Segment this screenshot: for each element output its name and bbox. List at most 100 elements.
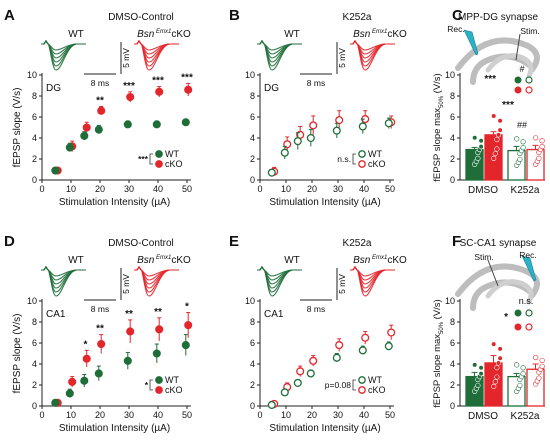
x-tick-label: 50 xyxy=(385,410,395,420)
data-point xyxy=(51,166,60,175)
individual-point xyxy=(491,341,497,347)
individual-point xyxy=(497,355,503,361)
panel-a-chart: 0 10 20 30 40 50 0 2 4 6 8 10 Stimulation Intensity … xyxy=(12,70,193,208)
x-tick-label: 40 xyxy=(153,184,163,194)
legend-label-wt: WT xyxy=(368,375,382,385)
individual-point xyxy=(517,382,523,389)
legend-bracket xyxy=(352,153,356,165)
x-tick-label: 0 xyxy=(257,410,262,420)
trace-label-cko: Bsn Emx1cKO xyxy=(137,255,191,266)
x-axis-label: Stimulation Intensity (µA) xyxy=(59,423,170,434)
individual-point xyxy=(514,362,520,368)
x-tick-label: 20 xyxy=(307,410,317,420)
wt-trace xyxy=(41,266,86,297)
trace-label-wt: WT xyxy=(284,29,300,40)
x-tick-label: 30 xyxy=(333,184,343,194)
data-point xyxy=(384,119,393,128)
panel-label-d: D xyxy=(4,233,15,250)
legend-significance: n.s. xyxy=(337,154,351,164)
individual-point xyxy=(494,146,500,152)
data-point xyxy=(335,341,344,350)
legend-marker-cko xyxy=(155,160,163,168)
y-tick-label: 4 xyxy=(32,133,37,143)
x-tick-label: 20 xyxy=(95,410,105,420)
legend-significance: *** xyxy=(138,154,149,164)
individual-point xyxy=(539,144,545,150)
significance-mark: *** xyxy=(123,81,135,92)
synapse-title: MPP-DG synapse xyxy=(458,12,538,23)
data-point xyxy=(332,353,341,362)
legend-marker-wt xyxy=(514,76,522,84)
region-label: DG xyxy=(264,83,279,94)
data-point xyxy=(280,388,289,397)
legend-marker-wt-open xyxy=(525,76,533,84)
data-point xyxy=(80,376,89,385)
legend-label-cko: cKO xyxy=(165,159,183,169)
y-tick-label: 6 xyxy=(32,338,37,348)
x-axis-label: Stimulation Intensity (µA) xyxy=(59,197,170,208)
individual-point xyxy=(478,144,484,150)
annotation: n.s. xyxy=(519,296,534,306)
individual-point xyxy=(539,363,545,369)
x-tick-label: 30 xyxy=(124,184,134,194)
legend-marker-wt xyxy=(358,376,366,384)
x-tick-label: 30 xyxy=(333,410,343,420)
data-point xyxy=(155,87,164,96)
data-point xyxy=(126,327,135,336)
y-tick-label: 8 xyxy=(250,317,255,327)
panel-c-annotations: ******### xyxy=(484,64,533,130)
dentate-outline xyxy=(485,279,534,305)
individual-point xyxy=(520,371,526,377)
x-tick-label: 40 xyxy=(153,410,163,420)
legend-marker-wt xyxy=(155,150,163,158)
data-point xyxy=(306,369,315,378)
trace-label-cko: Bsn Emx1cKO xyxy=(353,29,407,40)
wt-trace xyxy=(41,266,86,277)
y-axis-label: fEPSP slope max50% (V/s) xyxy=(432,73,445,181)
individual-point xyxy=(495,132,502,138)
y-tick-label: 8 xyxy=(450,91,455,101)
y-tick-label: 10 xyxy=(245,70,255,80)
data-point xyxy=(80,131,89,140)
cko-trace xyxy=(350,40,395,71)
legend-label-cko: cKO xyxy=(368,159,386,169)
x-tick-label: 10 xyxy=(66,184,76,194)
rec-label: Rec. xyxy=(447,24,464,34)
y-tick-label: 6 xyxy=(450,112,455,122)
trace-label-wt: WT xyxy=(284,255,300,266)
y-tick-label: 4 xyxy=(250,359,255,369)
annotation: *** xyxy=(502,100,514,111)
annotation: # xyxy=(519,64,524,74)
y-tick-label: 6 xyxy=(250,338,255,348)
category-label: DMSO xyxy=(468,411,498,422)
individual-point xyxy=(475,155,481,161)
legend-label-wt: WT xyxy=(368,149,382,159)
data-point xyxy=(123,120,132,129)
legend-bracket xyxy=(149,379,153,391)
y-axis-label: fEPSP slope max50% (V/s) xyxy=(432,299,445,407)
x-tick-label: 50 xyxy=(182,184,192,194)
y-tick-label: 6 xyxy=(32,112,37,122)
individual-point xyxy=(491,383,497,390)
significance-mark: ** xyxy=(154,307,162,318)
individual-point xyxy=(494,374,500,380)
recording-electrode xyxy=(463,29,479,56)
cko-trace xyxy=(350,40,395,51)
stimulation-electrode xyxy=(515,33,521,61)
individual-point xyxy=(492,379,498,385)
legend-marker-cko xyxy=(155,386,163,394)
data-point xyxy=(184,85,193,94)
cko-trace xyxy=(350,266,395,293)
y-tick-label: 4 xyxy=(450,359,455,369)
x-tick-label: 40 xyxy=(359,184,369,194)
significance-mark: *** xyxy=(152,76,164,87)
stim-label: Stim. xyxy=(474,252,493,262)
individual-point xyxy=(472,362,478,368)
panel-label-e: E xyxy=(229,233,239,250)
voltage-scale-label: 5 mV xyxy=(337,274,347,294)
data-point xyxy=(306,133,315,143)
category-label: DMSO xyxy=(468,185,498,196)
legend-marker-wt-open xyxy=(525,309,533,317)
